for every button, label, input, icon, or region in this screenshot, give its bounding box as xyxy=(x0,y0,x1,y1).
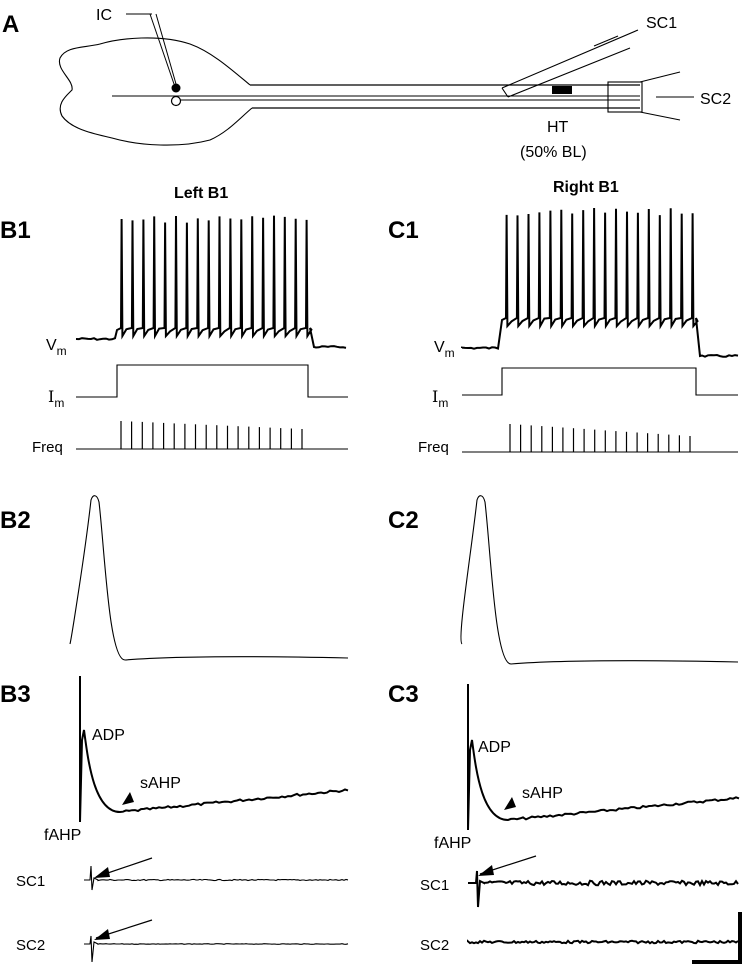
right-b1-soma xyxy=(170,95,182,107)
sc2-arrowhead-left xyxy=(94,929,110,940)
panel-label-b1: B1 xyxy=(0,217,31,244)
freq-trace-left xyxy=(76,421,348,450)
brainstem-spinal-schematic: IC SC1 HT (50% BL) SC2 xyxy=(58,7,731,161)
bl-label: (50% BL) xyxy=(520,144,587,161)
action-potential-right xyxy=(460,495,739,665)
sc1-arrowhead-left xyxy=(94,867,110,878)
panel-label-c1: C1 xyxy=(388,217,419,244)
ahp-trace-right xyxy=(467,684,740,831)
ic-electrode xyxy=(126,13,177,85)
brain-outline xyxy=(58,37,253,146)
adp-label-left: ADP xyxy=(92,727,125,744)
sc2-trace-label-left: SC2 xyxy=(16,937,45,954)
panel-label-b3: B3 xyxy=(0,681,31,708)
panel-label-b2: B2 xyxy=(0,507,31,534)
vm-label-left: Vm xyxy=(46,337,67,358)
sahp-label-right: sAHP xyxy=(522,785,563,802)
ahp-trace-left xyxy=(79,676,349,823)
sc1-electrode xyxy=(501,29,639,98)
sc1-arrowhead-right xyxy=(478,865,494,876)
scale-bar xyxy=(692,912,742,964)
im-trace-right xyxy=(462,367,738,396)
freq-label-left: Freq xyxy=(32,439,63,456)
sc1-trace-label-right: SC1 xyxy=(420,877,449,894)
sc2-trace-label-right: SC2 xyxy=(420,937,449,954)
ic-label: IC xyxy=(96,7,112,24)
hemitransection-block xyxy=(552,86,572,94)
panel-label-a: A xyxy=(2,11,19,38)
column-title-left: Left B1 xyxy=(174,185,228,202)
sc2-electrode xyxy=(607,71,694,121)
im-label-left: Im xyxy=(48,387,64,410)
sc2-label: SC2 xyxy=(700,91,731,108)
vm-label-right: Vm xyxy=(434,339,455,360)
fahp-label-right: fAHP xyxy=(434,835,471,852)
sc1-trace-left xyxy=(84,865,349,891)
vm-trace-right xyxy=(461,208,739,358)
freq-trace-right xyxy=(462,424,738,453)
sc2-trace-left xyxy=(84,935,349,963)
sc1-trace-label-left: SC1 xyxy=(16,873,45,890)
sc1-label: SC1 xyxy=(646,15,677,32)
column-title-right: Right B1 xyxy=(553,179,619,196)
ht-label: HT xyxy=(547,119,569,136)
action-potential-left xyxy=(69,495,349,661)
im-label-right: Im xyxy=(432,387,448,410)
im-trace-left xyxy=(76,364,348,398)
vm-trace-left xyxy=(75,215,347,349)
sahp-label-left: sAHP xyxy=(140,775,181,792)
left-b1-soma xyxy=(171,83,181,93)
adp-label-right: ADP xyxy=(478,739,511,756)
sahp-arrowhead-left xyxy=(122,792,134,805)
sc2-trace-right xyxy=(467,939,739,945)
panel-label-c3: C3 xyxy=(388,681,419,708)
sc1-trace-right xyxy=(468,870,739,908)
sahp-arrowhead-right xyxy=(504,797,516,810)
fahp-label-left: fAHP xyxy=(44,827,81,844)
panel-label-c2: C2 xyxy=(388,507,419,534)
freq-label-right: Freq xyxy=(418,439,449,456)
